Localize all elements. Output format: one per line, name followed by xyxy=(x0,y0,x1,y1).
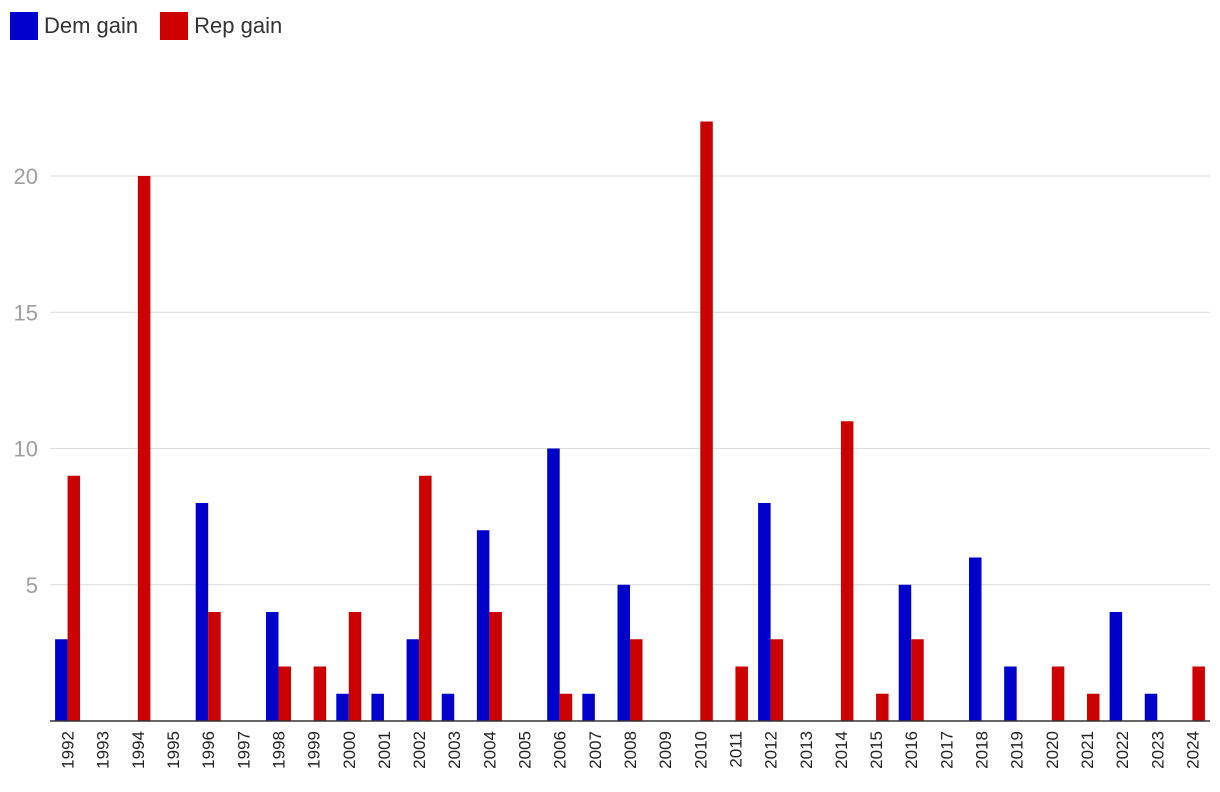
bar-dem xyxy=(1144,693,1158,721)
bar-rep xyxy=(137,176,151,721)
legend-item-rep: Rep gain xyxy=(160,12,282,40)
x-tick-label: 2001 xyxy=(375,731,394,769)
x-tick-label: 2008 xyxy=(621,731,640,769)
y-tick-label: 10 xyxy=(14,437,38,462)
x-tick-label: 1996 xyxy=(199,731,218,769)
bar-dem xyxy=(406,639,420,721)
bar-dem xyxy=(1109,612,1123,721)
x-tick-label: 2012 xyxy=(762,731,781,769)
x-tick-label: 2010 xyxy=(691,731,710,769)
bar-dem xyxy=(582,693,595,721)
bar-rep xyxy=(630,639,643,721)
bar-dem xyxy=(969,557,982,721)
bar-dem xyxy=(1004,666,1017,721)
bar-dem xyxy=(441,693,455,721)
y-tick-label: 20 xyxy=(14,164,38,189)
bar-dem xyxy=(547,448,560,721)
x-tick-label: 2020 xyxy=(1043,731,1062,769)
bar-dem xyxy=(476,530,490,721)
bar-rep xyxy=(840,421,854,721)
x-tick-label: 1999 xyxy=(305,731,324,769)
y-tick-label: 15 xyxy=(14,300,38,325)
bar-rep xyxy=(911,639,924,721)
x-tick-label: 2009 xyxy=(656,731,675,769)
bar-rep xyxy=(348,612,362,721)
bar-dem xyxy=(55,639,68,721)
bar-rep xyxy=(208,612,221,721)
bar-rep xyxy=(1192,666,1205,721)
legend-swatch-dem xyxy=(10,12,38,40)
bar-dem xyxy=(371,693,384,721)
x-tick-label: 2013 xyxy=(797,731,816,769)
x-tick-label: 1997 xyxy=(234,731,253,769)
x-tick-label: 2023 xyxy=(1148,731,1167,769)
bar-dem xyxy=(898,584,912,721)
bar-rep xyxy=(735,666,748,721)
legend-label-rep: Rep gain xyxy=(194,13,283,38)
x-tick-label: 2022 xyxy=(1113,731,1132,769)
bar-dem xyxy=(617,584,630,721)
bar-rep xyxy=(67,475,81,721)
x-tick-label: 1994 xyxy=(129,731,148,769)
bar-dem xyxy=(758,503,771,721)
bar-dem xyxy=(336,693,349,721)
x-tick-label: 1992 xyxy=(59,731,78,769)
x-tick-label: 1998 xyxy=(269,731,288,769)
bar-rep xyxy=(876,693,889,721)
x-tick-label: 2019 xyxy=(1008,731,1027,769)
x-tick-label: 2024 xyxy=(1183,731,1202,769)
bar-rep xyxy=(489,612,502,721)
x-tick-label: 1995 xyxy=(164,731,183,769)
x-tick-label: 2005 xyxy=(516,731,535,769)
legend-item-dem: Dem gain xyxy=(10,12,138,40)
y-tick-label: 5 xyxy=(26,573,38,598)
bar-rep xyxy=(313,666,327,721)
legend: Dem gain Rep gain xyxy=(10,12,282,40)
bar-rep xyxy=(559,693,573,721)
x-tick-label: 2017 xyxy=(937,731,956,769)
x-tick-label: 2018 xyxy=(973,731,992,769)
x-tick-label: 2007 xyxy=(586,731,605,769)
bar-dem xyxy=(195,503,209,721)
x-tick-label: 2006 xyxy=(551,731,570,769)
bar-rep xyxy=(1086,693,1100,721)
legend-swatch-rep xyxy=(160,12,189,40)
bar-rep xyxy=(419,475,432,721)
x-tick-label: 2003 xyxy=(445,731,464,769)
x-tick-label: 2004 xyxy=(480,731,499,769)
x-tick-label: 2002 xyxy=(410,731,429,769)
x-tick-label: 2011 xyxy=(726,731,745,768)
bar-dem xyxy=(265,612,279,721)
x-tick-label: 2014 xyxy=(832,731,851,769)
bar-rep xyxy=(278,666,291,721)
x-tick-label: 2015 xyxy=(867,731,886,769)
x-tick-label: 2000 xyxy=(340,731,359,769)
x-tick-label: 2021 xyxy=(1078,731,1097,769)
bar-rep xyxy=(770,639,784,721)
bar-rep xyxy=(1051,666,1065,721)
legend-label-dem: Dem gain xyxy=(44,13,139,38)
x-tick-label: 2016 xyxy=(902,731,921,769)
bar-rep xyxy=(700,121,713,721)
x-tick-label: 1993 xyxy=(94,731,113,769)
